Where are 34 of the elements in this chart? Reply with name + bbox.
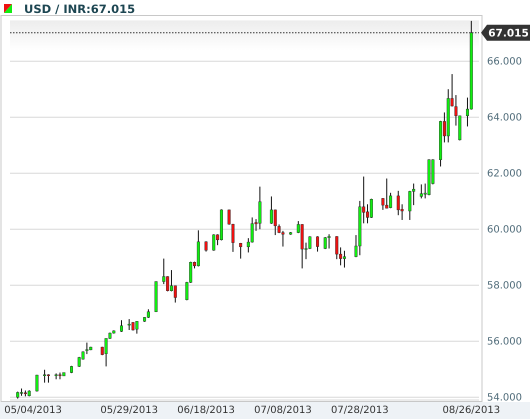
- candlestick: [120, 320, 123, 332]
- candlestick: [135, 320, 138, 334]
- candlestick: [204, 240, 208, 252]
- candlestick: [420, 184, 423, 199]
- candlestick: [281, 230, 284, 248]
- y-tick-label: 58.000: [487, 280, 522, 292]
- candlestick: [212, 234, 216, 252]
- candlestick: [128, 318, 131, 330]
- candlestick: [396, 190, 400, 216]
- x-tick-label: 07/08/2013: [254, 405, 312, 416]
- candlestick: [270, 196, 273, 224]
- ref-line-label: 67.015: [488, 27, 529, 40]
- x-tick-label: 06/18/2013: [177, 405, 235, 416]
- candlestick: [258, 186, 262, 230]
- candlestick: [43, 369, 46, 384]
- y-tick-label: 62.000: [487, 168, 522, 180]
- y-tick-label: 60.000: [487, 224, 522, 236]
- chart-title: USD / INR:67.015: [24, 2, 136, 16]
- candlestick: [85, 342, 88, 355]
- candlestick: [328, 234, 331, 250]
- y-tick-label: 66.000: [487, 56, 522, 68]
- x-tick-label: 05/29/2013: [100, 405, 158, 416]
- y-tick-label: 54.000: [487, 392, 522, 404]
- candlestick: [316, 236, 320, 252]
- y-tick-label: 56.000: [487, 336, 522, 348]
- candlestick: [324, 236, 327, 250]
- candlestick: [342, 250, 346, 268]
- candlestick: [239, 242, 242, 260]
- x-tick-label: 08/26/2013: [442, 405, 500, 416]
- x-tick-label: 07/28/2013: [331, 405, 389, 416]
- candlestick: [389, 192, 392, 209]
- candlestick: [385, 178, 388, 209]
- y-tick-label: 64.000: [487, 112, 522, 124]
- x-tick-label: 05/04/2013: [4, 405, 62, 416]
